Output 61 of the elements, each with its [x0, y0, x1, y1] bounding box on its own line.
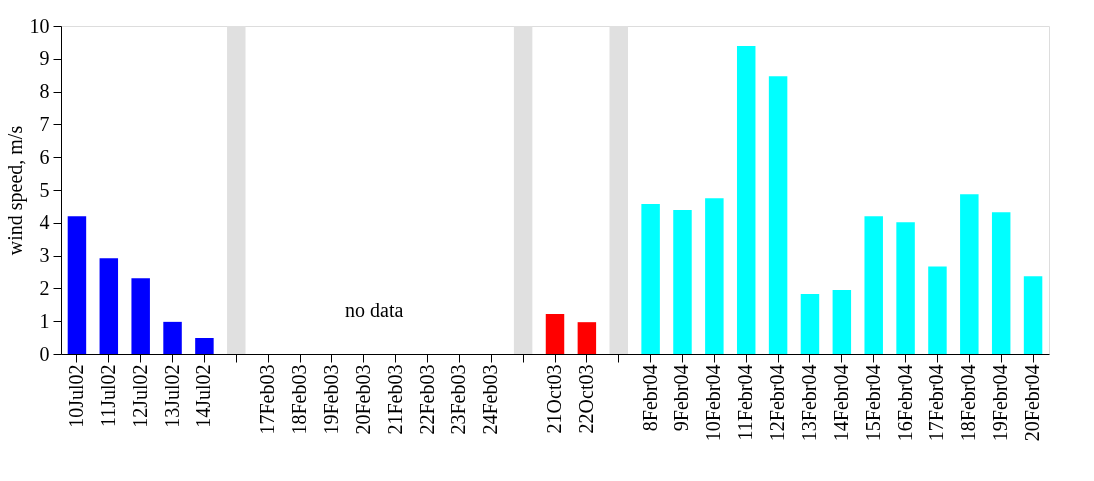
y-axis-title: wind speed, m/s — [3, 125, 27, 256]
y-tick-label: 4 — [39, 211, 50, 234]
x-tick-label: 21Oct03 — [543, 364, 565, 434]
bar — [705, 198, 724, 354]
x-tick-label: 24Feb03 — [479, 364, 502, 435]
bar — [163, 321, 182, 354]
x-tick-label: 19Febr04 — [989, 364, 1012, 442]
bar — [864, 216, 883, 354]
y-tick-label: 8 — [39, 80, 50, 103]
x-tick-label: 11Febr04 — [734, 364, 757, 441]
y-tick-label: 5 — [39, 178, 50, 201]
x-tick-label: 22Feb03 — [415, 364, 438, 435]
x-tick-label: 21Feb03 — [383, 364, 406, 435]
annotation: no data — [345, 299, 404, 322]
bar — [545, 313, 565, 354]
x-tick-label: 13Febr04 — [797, 364, 820, 442]
x-tick-label: 20Febr04 — [1021, 364, 1044, 442]
x-tick-label: 8Febr04 — [638, 364, 661, 432]
bar — [928, 266, 947, 354]
x-tick-label: 15Febr04 — [861, 364, 884, 442]
bar — [960, 194, 979, 354]
bar — [67, 216, 87, 354]
y-tick-label: 10 — [29, 14, 50, 37]
bar — [800, 293, 820, 354]
x-tick-label: 17Feb03 — [256, 364, 279, 435]
bar — [577, 322, 597, 354]
x-tick-label: 10Febr04 — [702, 364, 725, 442]
x-tick-label: 19Feb03 — [319, 364, 342, 435]
x-tick-label: 20Feb03 — [351, 364, 374, 435]
bar — [641, 204, 660, 354]
y-tick-label: 0 — [39, 342, 50, 365]
x-tick-label: 12Febr04 — [766, 364, 789, 442]
x-tick-label: 23Feb03 — [447, 364, 470, 435]
x-tick-label: 22Oct03 — [574, 364, 597, 434]
y-tick-label: 3 — [39, 244, 50, 267]
bar — [832, 290, 852, 354]
bar — [99, 258, 119, 354]
x-tick-label: 12Jul02 — [128, 364, 151, 428]
x-tick-label: 14Jul02 — [192, 364, 215, 428]
bar — [131, 278, 150, 354]
x-tick-label: 11Jul02 — [96, 364, 119, 428]
bar — [991, 212, 1011, 354]
x-tick-label: 14Febr04 — [829, 364, 852, 442]
x-tick-label: 9Febr04 — [670, 364, 693, 432]
bar — [673, 210, 692, 354]
x-tick-label: 16Febr04 — [893, 364, 916, 442]
bar — [195, 337, 214, 354]
bar — [736, 46, 756, 354]
x-tick-label: 18Febr04 — [957, 364, 980, 442]
y-tick-label: 1 — [39, 309, 50, 332]
x-tick-label: 10Jul02 — [64, 364, 87, 428]
bar — [1023, 276, 1043, 354]
y-tick-label: 7 — [39, 112, 50, 135]
y-tick-label: 6 — [39, 145, 50, 168]
bar — [896, 222, 915, 354]
bar — [768, 76, 788, 354]
x-tick-label: 13Jul02 — [160, 364, 183, 428]
x-tick-label: 17Febr04 — [925, 364, 948, 442]
x-tick-label: 18Feb03 — [288, 364, 311, 435]
y-tick-label: 2 — [39, 276, 50, 299]
y-tick-label: 9 — [39, 47, 50, 70]
